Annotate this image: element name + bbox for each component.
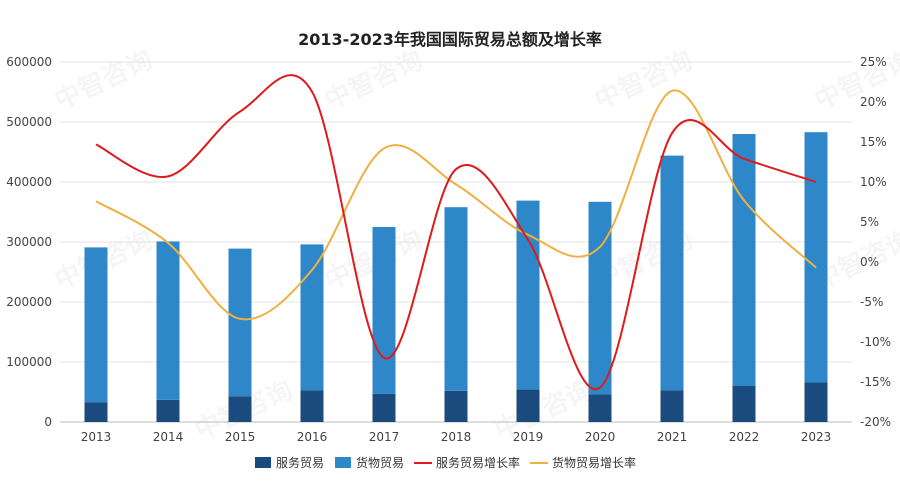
bar-service-trade bbox=[732, 386, 756, 422]
bar-service-trade bbox=[228, 396, 252, 422]
x-tick-label: 2022 bbox=[729, 430, 760, 444]
y-left-tick-label: 300000 bbox=[6, 235, 52, 249]
line-goods-growth bbox=[95, 89, 817, 321]
bar-service-trade bbox=[516, 389, 540, 422]
y-left-tick-label: 600000 bbox=[6, 55, 52, 69]
bar-service-trade bbox=[156, 399, 180, 422]
y-right-tick-label: 25% bbox=[860, 55, 887, 69]
y-right-tick-label: -15% bbox=[860, 375, 891, 389]
x-tick-label: 2017 bbox=[369, 430, 400, 444]
bar-goods-trade bbox=[516, 200, 540, 390]
bar-goods-trade bbox=[372, 227, 396, 394]
bar-goods-trade bbox=[660, 155, 684, 391]
x-tick-label: 2013 bbox=[81, 430, 112, 444]
legend-label: 货物贸易 bbox=[356, 455, 404, 470]
legend-label: 服务贸易增长率 bbox=[436, 455, 520, 470]
x-tick-label: 2020 bbox=[585, 430, 616, 444]
x-tick-label: 2023 bbox=[801, 430, 832, 444]
x-tick-label: 2018 bbox=[441, 430, 472, 444]
watermark-text: 中智咨询 bbox=[320, 44, 427, 116]
x-tick-label: 2014 bbox=[153, 430, 184, 444]
bar-goods-trade bbox=[300, 244, 324, 391]
y-right-tick-label: -5% bbox=[860, 295, 883, 309]
bar-service-trade bbox=[84, 402, 108, 422]
y-left-tick-label: 500000 bbox=[6, 115, 52, 129]
y-left-tick-label: 100000 bbox=[6, 355, 52, 369]
y-right-tick-label: 10% bbox=[860, 175, 887, 189]
bar-goods-trade bbox=[84, 247, 108, 403]
y-right-tick-label: -20% bbox=[860, 415, 891, 429]
y-right-tick-label: 20% bbox=[860, 95, 887, 109]
bar-goods-trade bbox=[228, 248, 252, 397]
bar-service-trade bbox=[660, 390, 684, 422]
bar-goods-trade bbox=[804, 132, 828, 383]
y-left-tick-label: 200000 bbox=[6, 295, 52, 309]
legend-bar-swatch bbox=[335, 457, 351, 468]
bar-goods-trade bbox=[732, 134, 756, 386]
y-right-tick-label: 0% bbox=[860, 255, 879, 269]
bar-goods-trade bbox=[444, 207, 468, 391]
y-right-tick-label: -10% bbox=[860, 335, 891, 349]
watermark-text: 中智咨询 bbox=[490, 374, 597, 446]
legend-bar-swatch bbox=[255, 457, 271, 468]
bar-service-trade bbox=[588, 394, 612, 422]
watermark-text: 中智咨询 bbox=[590, 44, 697, 116]
bar-service-trade bbox=[804, 382, 828, 422]
x-tick-label: 2021 bbox=[657, 430, 688, 444]
bar-goods-trade bbox=[588, 201, 612, 395]
bar-goods-trade bbox=[156, 241, 180, 400]
legend-label: 货物贸易增长率 bbox=[552, 455, 636, 470]
watermark-text: 中智咨询 bbox=[50, 44, 157, 116]
chart-title: 2013-2023年我国国际贸易总额及增长率 bbox=[298, 30, 602, 49]
y-left-tick-label: 0 bbox=[44, 415, 52, 429]
line-service-growth bbox=[95, 74, 817, 391]
x-tick-label: 2019 bbox=[513, 430, 544, 444]
y-left-tick-label: 400000 bbox=[6, 175, 52, 189]
y-right-tick-label: 15% bbox=[860, 135, 887, 149]
x-tick-label: 2015 bbox=[225, 430, 256, 444]
x-tick-label: 2016 bbox=[297, 430, 328, 444]
bar-service-trade bbox=[300, 390, 324, 422]
bar-service-trade bbox=[372, 393, 396, 422]
y-right-tick-label: 5% bbox=[860, 215, 879, 229]
legend-label: 服务贸易 bbox=[276, 455, 324, 470]
bar-service-trade bbox=[444, 390, 468, 422]
